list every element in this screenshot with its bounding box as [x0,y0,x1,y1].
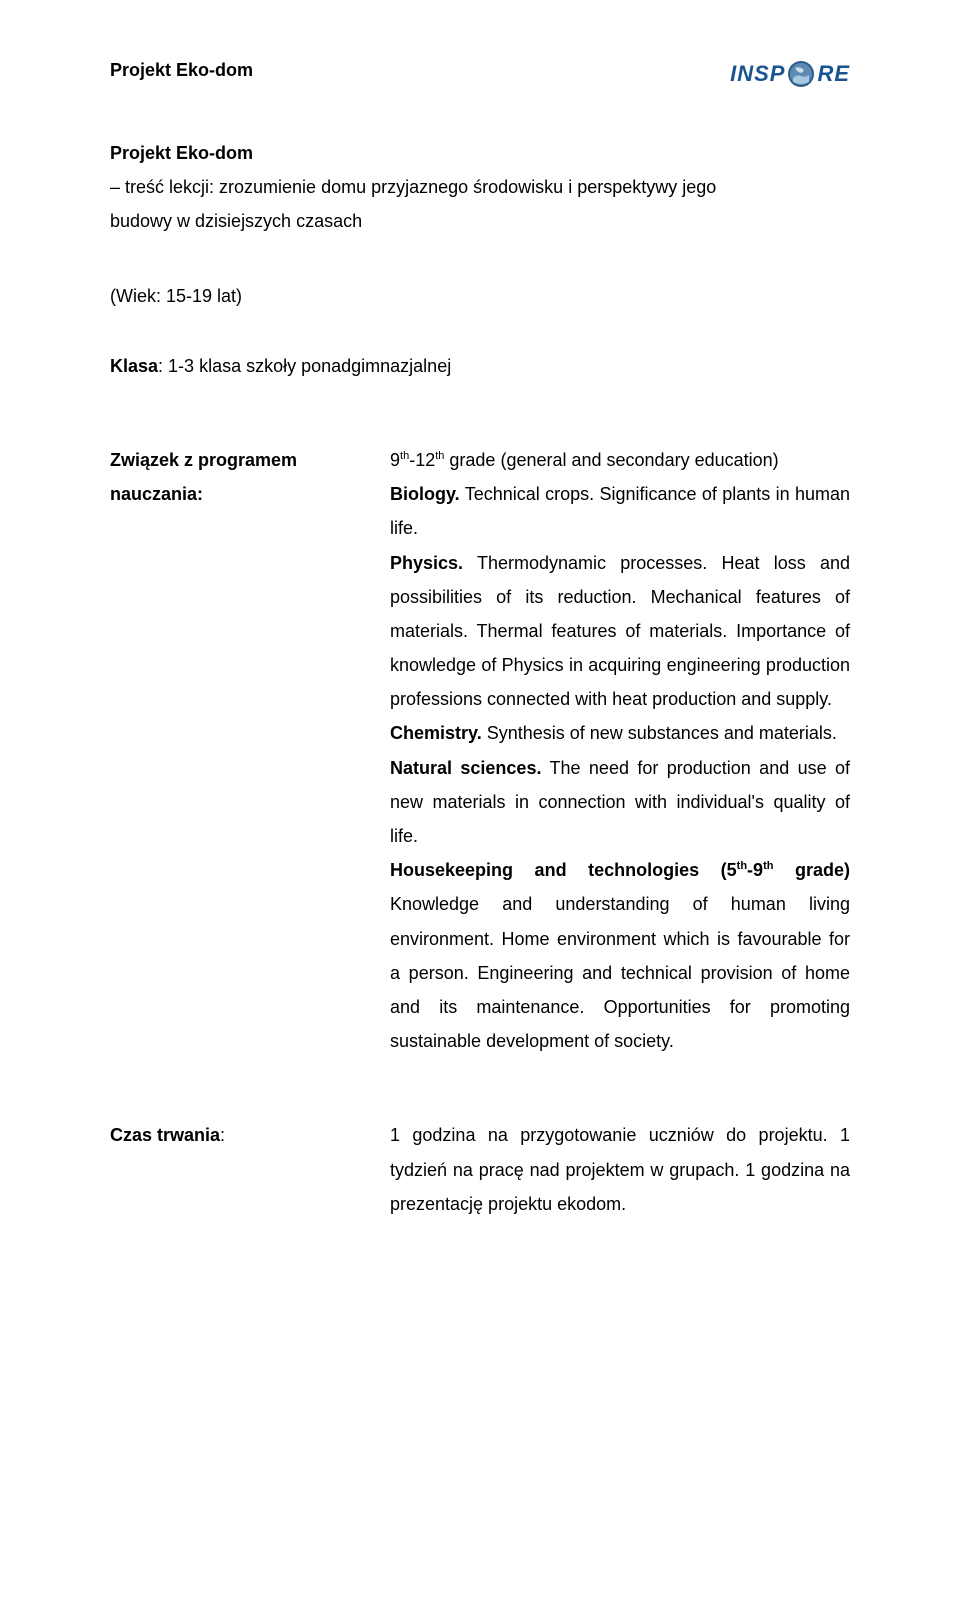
logo-text-left: INSP [730,61,785,87]
zwiazek-row: Związek z programem nauczania: 9th-12th … [110,443,850,1058]
grade-mid: -12 [409,450,435,470]
physics-line: Physics. Thermodynamic processes. Heat l… [390,546,850,717]
housekeeping-line: Housekeeping and technologies (5th-9th g… [390,853,850,1058]
czas-content: 1 godzina na przygotowanie uczniów do pr… [390,1118,850,1221]
grade-line: 9th-12th grade (general and secondary ed… [390,443,850,477]
title-block: Projekt Eko-dom – treść lekcji: zrozumie… [110,136,850,239]
document-title: Projekt Eko-dom [110,136,850,170]
globe-icon [787,60,815,88]
house-label-pre: Housekeeping and technologies (5 [390,860,737,880]
house-mid: -9 [747,860,763,880]
natural-line: Natural sciences. The need for productio… [390,751,850,854]
header-title: Projekt Eko-dom [110,60,253,81]
chemistry-label: Chemistry. [390,723,482,743]
physics-text: Thermodynamic processes. Heat loss and p… [390,553,850,710]
subtitle-line1: – treść lekcji: zrozumienie domu przyjaz… [110,170,850,204]
klasa-value: : 1-3 klasa szkoły ponadgimnazjalnej [158,356,451,376]
czas-label-col: Czas trwania: [110,1118,390,1152]
klasa-line: Klasa: 1-3 klasa szkoły ponadgimnazjalne… [110,349,451,383]
natural-label: Natural sciences. [390,758,541,778]
house-sup1: th [737,860,747,872]
biology-text: Technical crops. Significance of plants … [390,484,850,538]
zwiazek-label: Związek z programem nauczania: [110,443,390,511]
chemistry-line: Chemistry. Synthesis of new substances a… [390,716,850,750]
logo-text-right: RE [817,61,850,87]
inspire-logo: INSP RE [730,60,850,88]
czas-colon: : [220,1125,225,1145]
biology-line: Biology. Technical crops. Significance o… [390,477,850,545]
chemistry-text: Synthesis of new substances and material… [482,723,837,743]
biology-label: Biology. [390,484,460,504]
physics-label: Physics. [390,553,463,573]
klasa-label: Klasa [110,356,158,376]
house-sup2: th [763,860,773,872]
klasa-row: Klasa: 1-3 klasa szkoły ponadgimnazjalne… [110,349,850,383]
czas-value: 1 godzina na przygotowanie uczniów do pr… [390,1125,850,1213]
grade-pre: 9 [390,450,400,470]
grade-post: grade (general and secondary education) [444,450,778,470]
house-text: Knowledge and understanding of human liv… [390,894,850,1051]
subtitle-line2: budowy w dzisiejszych czasach [110,204,850,238]
age-range: (Wiek: 15-19 lat) [110,279,850,313]
zwiazek-content: 9th-12th grade (general and secondary ed… [390,443,850,1058]
czas-label: Czas trwania [110,1125,220,1145]
house-label-post: grade) [773,860,850,880]
grade-sup1: th [400,450,409,462]
czas-row: Czas trwania: 1 godzina na przygotowanie… [110,1118,850,1221]
page-header: Projekt Eko-dom INSP RE [110,60,850,88]
